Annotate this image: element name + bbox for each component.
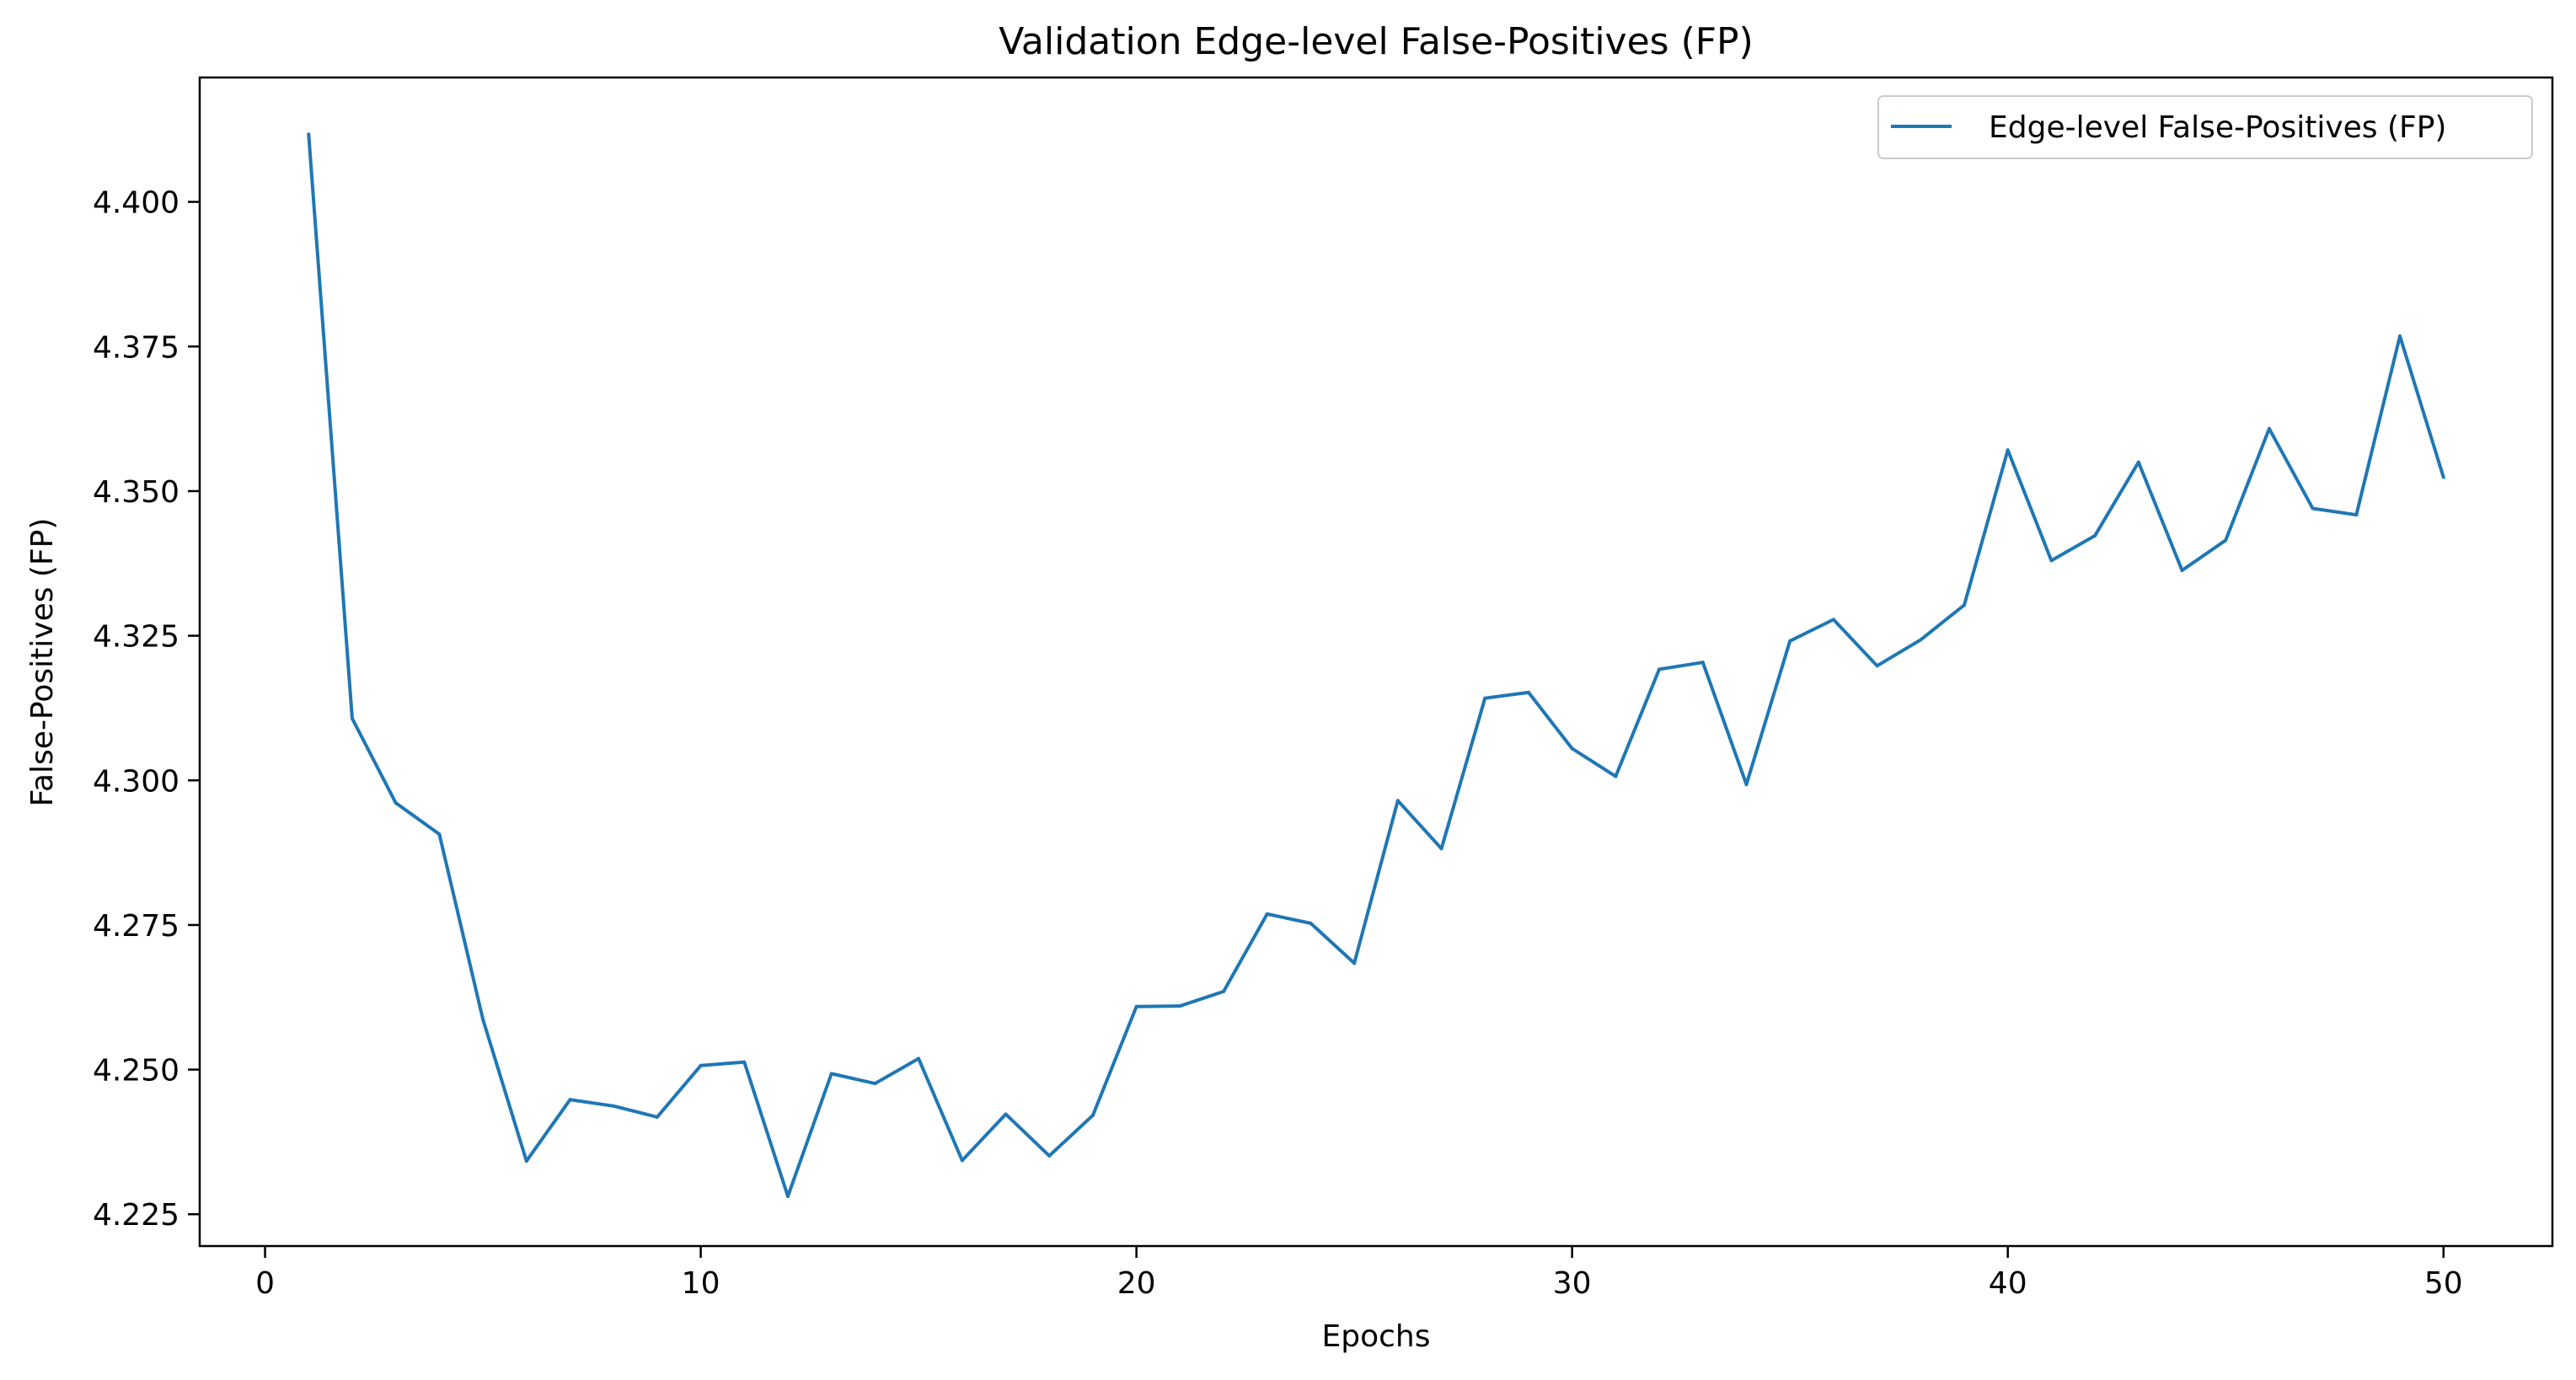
x-tick-label: 0	[255, 1266, 275, 1301]
data-point	[1788, 639, 1792, 643]
data-point	[568, 1098, 572, 1102]
y-tick-label: 4.275	[93, 909, 179, 944]
axes-frame	[198, 76, 2554, 1248]
data-point	[960, 1158, 964, 1163]
data-point	[1004, 1112, 1008, 1116]
data-point	[655, 1115, 659, 1119]
data-point	[1831, 618, 1835, 622]
data-point	[2441, 475, 2445, 479]
legend: Edge-level False-Positives (FP)	[1877, 95, 2533, 159]
data-point	[1658, 667, 1662, 671]
legend-box	[1877, 95, 2533, 159]
data-point	[917, 1056, 921, 1061]
y-axis: 4.225 4.250 4.275 4.300 4.325 4.350 4.375 4.400	[93, 186, 200, 1233]
data-point	[1963, 603, 1966, 607]
data-point	[2136, 460, 2140, 464]
data-point	[350, 716, 354, 720]
data-point	[1526, 690, 1530, 694]
x-axis-label: Epochs	[1322, 1319, 1431, 1354]
y-tick-label: 4.300	[93, 764, 179, 799]
data-point	[2398, 334, 2402, 338]
data-point	[1222, 989, 1226, 993]
legend-label: Edge-level False-Positives (FP)	[1989, 110, 2446, 145]
series-layer	[307, 132, 2445, 1198]
data-point	[742, 1060, 747, 1064]
plot-area: 0 10 20 30 40 50 4.225 4.250 4.275 4.300 4.325 4.3…	[93, 76, 2554, 1301]
data-point	[1570, 746, 1574, 751]
x-tick-label: 50	[2424, 1266, 2463, 1301]
data-point	[1744, 783, 1749, 787]
data-point	[1309, 921, 1313, 925]
data-point	[394, 801, 398, 805]
data-point	[2311, 506, 2315, 511]
data-point	[873, 1082, 877, 1086]
data-point	[2006, 448, 2010, 452]
data-point	[2224, 538, 2228, 543]
data-point	[1614, 774, 1618, 778]
x-tick-label: 20	[1117, 1266, 1156, 1301]
data-point	[1439, 847, 1443, 851]
y-tick-label: 4.375	[93, 330, 179, 365]
data-point	[1483, 696, 1487, 700]
data-point	[829, 1072, 833, 1076]
data-point	[786, 1194, 790, 1198]
data-point	[1178, 1004, 1182, 1008]
y-tick-label: 4.225	[93, 1198, 179, 1233]
x-tick-label: 10	[682, 1266, 720, 1301]
y-tick-label: 4.350	[93, 475, 179, 510]
data-point	[1395, 799, 1400, 803]
data-point	[1090, 1113, 1095, 1117]
data-point	[2049, 559, 2054, 563]
data-point	[437, 832, 442, 837]
x-tick-label: 30	[1553, 1266, 1592, 1301]
data-point	[2093, 533, 2097, 538]
y-tick-label: 4.325	[93, 620, 179, 655]
y-tick-label: 4.400	[93, 186, 179, 221]
data-point	[1134, 1004, 1138, 1008]
x-axis: 0 10 20 30 40 50	[255, 1246, 2463, 1301]
data-point	[2180, 569, 2184, 573]
y-tick-label: 4.250	[93, 1054, 179, 1088]
data-point	[699, 1063, 703, 1067]
data-point	[1352, 961, 1357, 965]
y-axis-label: False-Positives (FP)	[25, 518, 60, 807]
data-point	[1919, 638, 1923, 642]
data-point	[2354, 513, 2359, 517]
data-point	[307, 132, 311, 136]
data-point	[2267, 426, 2271, 431]
data-point	[524, 1159, 528, 1163]
data-point	[1700, 661, 1705, 665]
data-point	[612, 1104, 616, 1108]
chart-title: Validation Edge-level False-Positives (F…	[999, 20, 1754, 63]
data-point	[1047, 1153, 1052, 1158]
data-point	[1875, 664, 1879, 668]
x-tick-label: 40	[1989, 1266, 2027, 1301]
data-point	[1265, 912, 1269, 916]
series-line	[307, 134, 2445, 1198]
data-point	[481, 1017, 485, 1021]
